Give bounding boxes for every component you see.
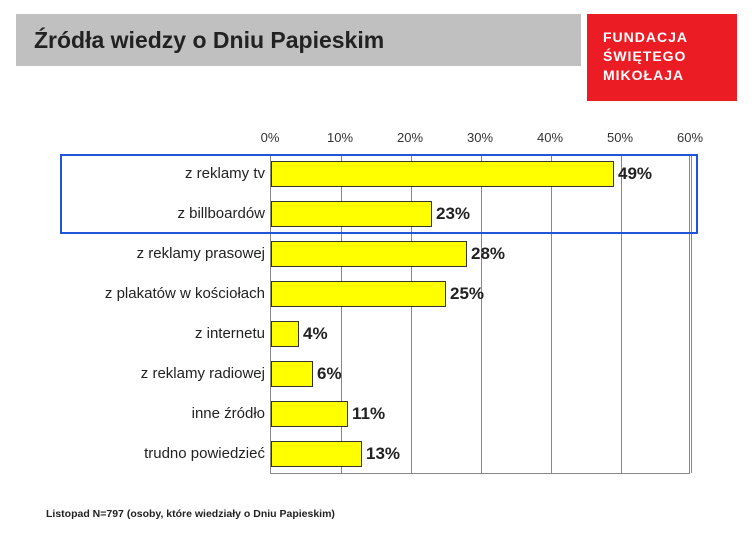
category-label: z reklamy prasowej [60, 240, 265, 266]
x-tick-label: 50% [607, 130, 633, 145]
bar-row: 4% [271, 321, 328, 347]
bar-value-label: 6% [317, 364, 342, 384]
bar-row: 28% [271, 241, 505, 267]
x-tick-label: 20% [397, 130, 423, 145]
logo-line-2: ŚWIĘTEGO [603, 47, 721, 66]
bar-row: 23% [271, 201, 470, 227]
bar [271, 281, 446, 307]
bar-row: 11% [271, 401, 385, 427]
bar-row: 49% [271, 161, 652, 187]
category-label: z reklamy tv [60, 160, 265, 186]
bar [271, 321, 299, 347]
grid-line [551, 155, 552, 473]
category-label: z billboardów [60, 200, 265, 226]
category-label: trudno powiedzieć [60, 440, 265, 466]
title-bar: Źródła wiedzy o Dniu Papieskim [16, 14, 581, 66]
bar [271, 401, 348, 427]
x-tick-label: 30% [467, 130, 493, 145]
grid-line [691, 155, 692, 473]
grid-line [621, 155, 622, 473]
category-label: z plakatów w kościołach [60, 280, 265, 306]
bar [271, 361, 313, 387]
logo-line-3: MIKOŁAJA [603, 66, 721, 85]
category-labels: z reklamy tv z billboardów z reklamy praso… [60, 154, 265, 474]
bar-value-label: 4% [303, 324, 328, 344]
x-tick-label: 10% [327, 130, 353, 145]
plot-area: 49% 23%28% 25% 4% 6% 11% 13% [270, 154, 690, 474]
category-label: z reklamy radiowej [60, 360, 265, 386]
category-label: z internetu [60, 320, 265, 346]
logo-line-1: FUNDACJA [603, 28, 721, 47]
bar [271, 201, 432, 227]
footnote: Listopad N=797 (osoby, które wiedziały o… [46, 508, 335, 520]
category-label: inne źródło [60, 400, 265, 426]
header: Źródła wiedzy o Dniu Papieskim FUNDACJA … [0, 0, 756, 101]
bar-value-label: 13% [366, 444, 400, 464]
bar-row: 13% [271, 441, 400, 467]
bar [271, 161, 614, 187]
x-tick-label: 60% [677, 130, 703, 145]
chart-area: 0% 10% 20% 30% 40% 50% 60% z reklamy tv z billb… [60, 130, 705, 490]
org-logo: FUNDACJA ŚWIĘTEGO MIKOŁAJA [587, 14, 737, 101]
bar [271, 241, 467, 267]
x-tick-label: 0% [261, 130, 280, 145]
bar-value-label: 49% [618, 164, 652, 184]
bar-value-label: 11% [352, 404, 385, 424]
grid-line [481, 155, 482, 473]
bar-value-label: 25% [450, 284, 484, 304]
bar [271, 441, 362, 467]
bar-value-label: 23% [436, 204, 470, 224]
page-title: Źródła wiedzy o Dniu Papieskim [34, 27, 384, 54]
x-axis-labels: 0%10%20%30%40%50%60% [270, 130, 705, 154]
x-tick-label: 40% [537, 130, 563, 145]
bar-row: 25% [271, 281, 484, 307]
bar-row: 6% [271, 361, 342, 387]
bar-value-label: 28% [471, 244, 505, 264]
